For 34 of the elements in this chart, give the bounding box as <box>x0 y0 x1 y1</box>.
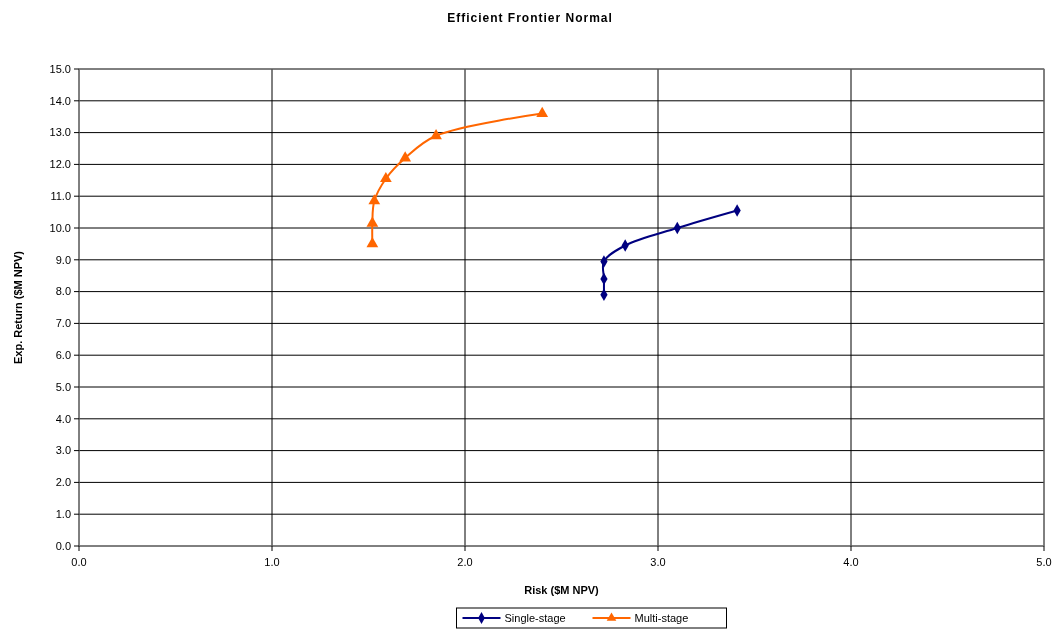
point <box>536 106 549 117</box>
y-tick-label: 5.0 <box>55 380 71 393</box>
x-tick-label: 1.0 <box>264 556 280 568</box>
y-axis-title: Exp. Return ($M NPV) <box>12 250 24 365</box>
y-tick-label: 7.0 <box>55 317 71 330</box>
x-tick-label: 5.0 <box>1036 556 1052 568</box>
y-tick-label: 3.0 <box>55 444 71 457</box>
point <box>366 237 379 248</box>
point <box>368 194 381 205</box>
y-tick-label: 6.0 <box>55 349 71 362</box>
point <box>366 216 379 227</box>
y-tick-label: 11.0 <box>50 190 71 203</box>
x-axis-title: Risk ($M NPV) <box>524 584 600 596</box>
point <box>379 171 392 183</box>
y-tick-label: 2.0 <box>55 476 71 489</box>
legend-label: Multi-stage <box>634 611 689 624</box>
point <box>399 151 412 162</box>
y-tick-label: 4.0 <box>55 412 71 425</box>
y-tick-label: 15.0 <box>49 62 71 75</box>
point <box>430 128 442 140</box>
y-tick-label: 1.0 <box>55 508 71 521</box>
y-tick-label: 10.0 <box>49 221 71 234</box>
y-tick-label: 0.0 <box>55 539 71 552</box>
x-tick-label: 3.0 <box>650 556 666 568</box>
y-tick-label: 8.0 <box>55 285 71 298</box>
x-tick-label: 0.0 <box>71 556 87 568</box>
legend-label: Single-stage <box>504 611 566 624</box>
y-tick-label: 9.0 <box>55 253 71 266</box>
y-tick-label: 14.0 <box>49 94 71 107</box>
chart-title: Efficient Frontier Normal <box>447 11 613 25</box>
x-tick-label: 2.0 <box>457 556 473 568</box>
y-tick-label: 13.0 <box>49 126 71 139</box>
x-tick-label: 4.0 <box>843 556 859 568</box>
y-tick-label: 12.0 <box>49 158 71 171</box>
